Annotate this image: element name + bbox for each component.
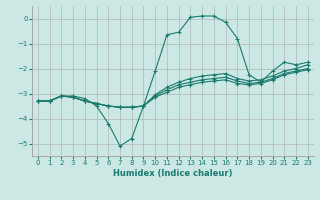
X-axis label: Humidex (Indice chaleur): Humidex (Indice chaleur): [113, 169, 233, 178]
